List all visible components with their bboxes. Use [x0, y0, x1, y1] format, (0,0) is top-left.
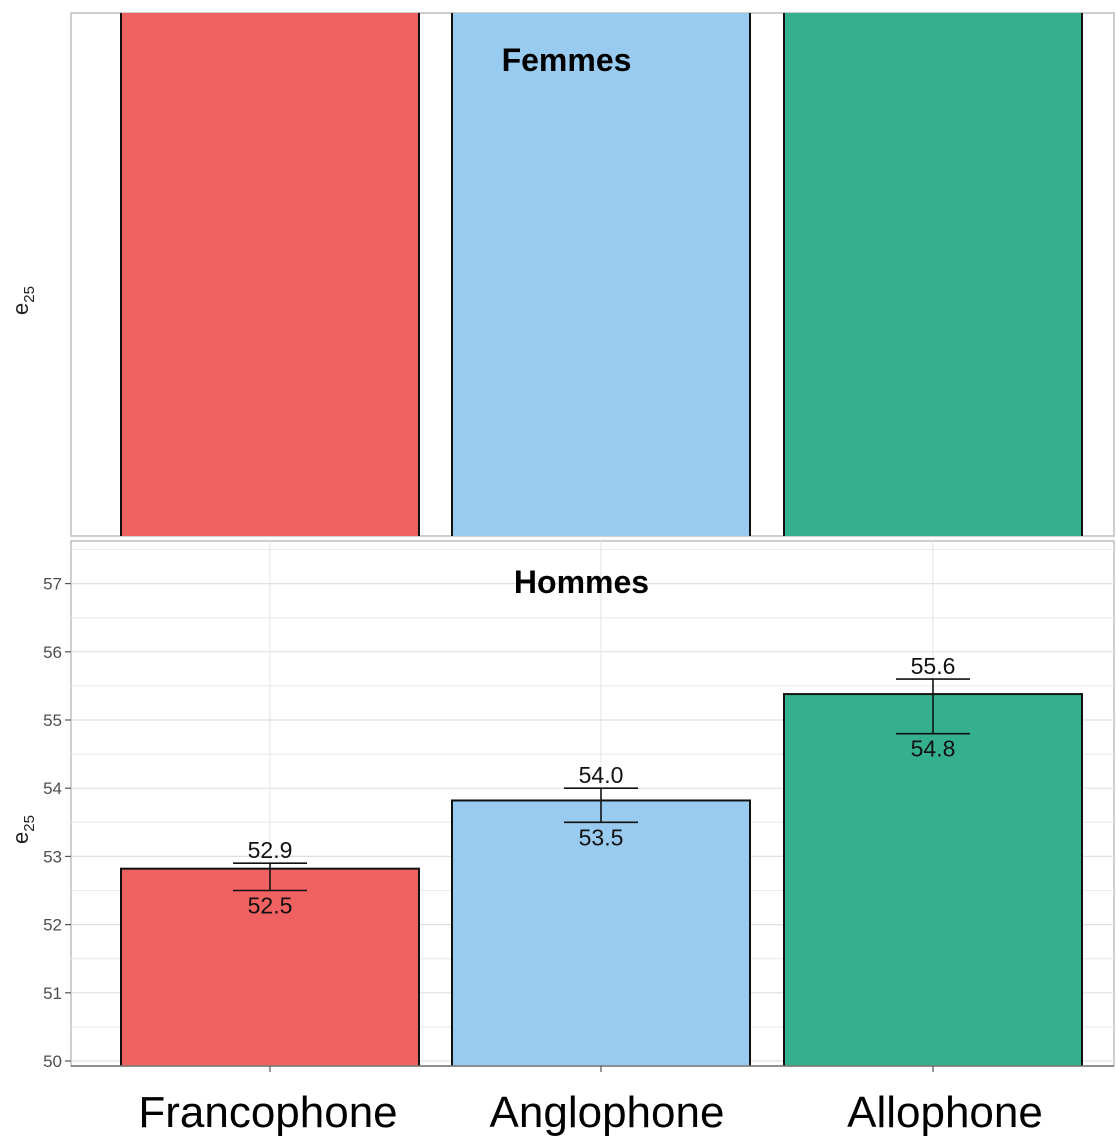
panel-femmes: 555657585960616258.458.258.758.259.859.2… — [8, 12, 1115, 537]
lower-value-label: 53.5 — [579, 824, 624, 850]
y-tick-label: 53 — [43, 847, 62, 866]
bar-anglophone — [451, 799, 751, 1066]
x-tick-label-anglophone: Anglophone — [490, 1088, 725, 1137]
lower-value-label: 54.8 — [911, 736, 956, 762]
y-tick-label: 51 — [43, 984, 62, 1003]
upper-value-label: 55.6 — [911, 653, 956, 679]
y-axis-label: e25 — [8, 286, 38, 315]
panel-title: Hommes — [514, 564, 649, 600]
panel-title: Femmes — [502, 42, 632, 78]
panel-hommes: 50 51 52 53 54 55 56 57 52.9 52.5 54.0 53.5 55.6 54.8… — [8, 540, 1115, 1072]
bars — [120, 693, 1083, 1066]
y-tick-label: 52 — [43, 916, 62, 935]
y-tick-label: 57 — [43, 575, 62, 594]
bar-francophone — [120, 13, 420, 536]
y-tick-label: 50 — [43, 1052, 62, 1071]
bars — [120, 13, 1083, 536]
y-tick-label: 56 — [43, 643, 62, 662]
y-axis-label-main: e — [8, 303, 33, 315]
y-axis-label-subscript: 25 — [21, 286, 38, 303]
y-axis-label-subscript: 25 — [21, 815, 38, 832]
upper-value-label: 52.9 — [248, 837, 293, 863]
bar-francophone — [120, 867, 420, 1066]
bar-allophone — [783, 693, 1083, 1066]
bar-allophone — [783, 13, 1083, 536]
lower-value-label: 52.5 — [248, 893, 293, 919]
x-tick-label-allophone: Allophone — [847, 1088, 1043, 1137]
y-axis-label: e25 — [8, 815, 38, 844]
x-tick-label-francophone: Francophone — [138, 1088, 397, 1137]
bar-anglophone — [451, 13, 751, 536]
upper-value-label: 54.0 — [579, 762, 624, 788]
y-tick-label: 55 — [43, 711, 62, 730]
y-tick-label: 54 — [43, 779, 62, 798]
y-axis-label-main: e — [8, 832, 33, 844]
